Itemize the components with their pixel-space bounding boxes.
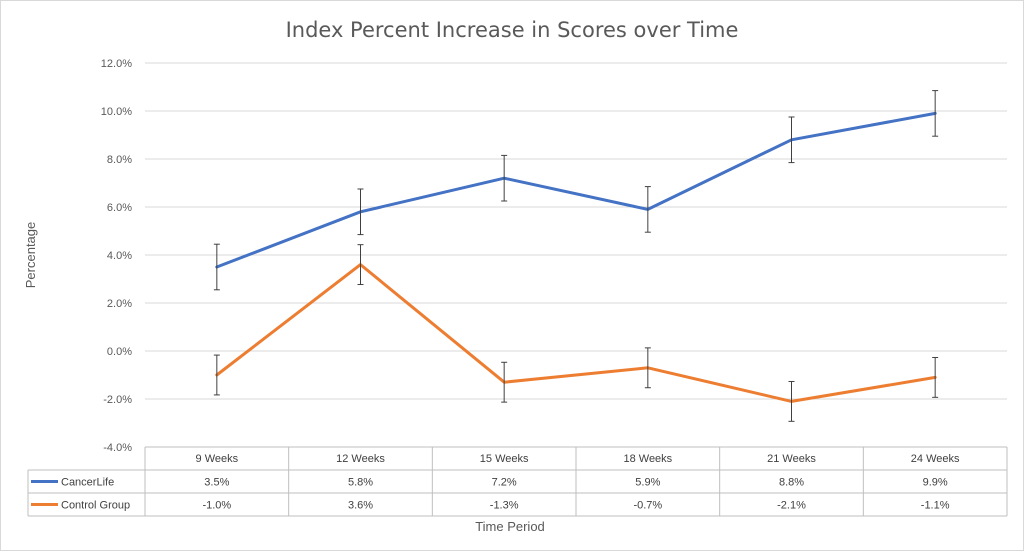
error-bar xyxy=(644,186,651,233)
x-category-label: 18 Weeks xyxy=(623,453,672,465)
error-bar xyxy=(213,354,220,396)
y-tick-label: 12.0% xyxy=(101,58,132,70)
error-bar xyxy=(501,361,508,403)
y-axis-ticks: -4.0% -2.0% 0.0% 2.0% 4.0% 6.0% 8.0% 10.0% 12.0% xyxy=(101,58,132,454)
error-bar xyxy=(357,244,364,286)
data-label: -1.1% xyxy=(921,500,950,512)
error-bar xyxy=(932,356,939,398)
error-bar xyxy=(788,116,795,164)
y-tick-label: 4.0% xyxy=(107,250,132,262)
gridlines xyxy=(145,62,1007,448)
x-category-label: 12 Weeks xyxy=(336,453,385,465)
error-bar xyxy=(932,90,939,137)
error-bars xyxy=(213,90,939,422)
data-label: -1.0% xyxy=(202,500,231,512)
data-label: 5.9% xyxy=(635,477,660,489)
chart-title: Index Percent Increase in Scores over Ti… xyxy=(286,18,739,42)
data-table: 9 Weeks 12 Weeks 15 Weeks 18 Weeks 21 Weeks 2… xyxy=(27,446,1008,517)
y-tick-label: 8.0% xyxy=(107,154,132,166)
y-tick-label: 6.0% xyxy=(107,202,132,214)
legend-label: Control Group xyxy=(61,500,130,512)
legend-label: CancerLife xyxy=(61,477,114,489)
y-tick-label: -4.0% xyxy=(103,442,132,454)
data-label: 7.2% xyxy=(492,477,517,489)
data-label: -1.3% xyxy=(490,500,519,512)
series-lines xyxy=(215,111,937,403)
series-line-2 xyxy=(215,263,937,403)
data-label: 5.8% xyxy=(348,477,373,489)
data-label: 3.6% xyxy=(348,500,373,512)
data-label: -0.7% xyxy=(633,500,662,512)
x-category-label: 15 Weeks xyxy=(480,453,529,465)
error-bar xyxy=(644,347,651,389)
y-tick-label: 0.0% xyxy=(107,346,132,358)
x-category-label: 24 Weeks xyxy=(911,453,960,465)
error-bar xyxy=(501,154,508,202)
y-tick-label: -2.0% xyxy=(103,394,132,406)
x-axis-title: Time Period xyxy=(475,519,545,534)
x-category-label: 9 Weeks xyxy=(196,453,239,465)
y-tick-label: 2.0% xyxy=(107,298,132,310)
data-label: 9.9% xyxy=(923,477,948,489)
y-axis-title: Percentage xyxy=(23,222,38,289)
error-bar xyxy=(357,188,364,236)
series-line-1 xyxy=(215,111,937,269)
error-bar xyxy=(788,380,795,422)
y-tick-label: 10.0% xyxy=(101,106,132,118)
error-bar xyxy=(213,243,220,291)
data-label: 8.8% xyxy=(779,477,804,489)
x-category-label: 21 Weeks xyxy=(767,453,816,465)
data-label: 3.5% xyxy=(204,477,229,489)
data-label: -2.1% xyxy=(777,500,806,512)
